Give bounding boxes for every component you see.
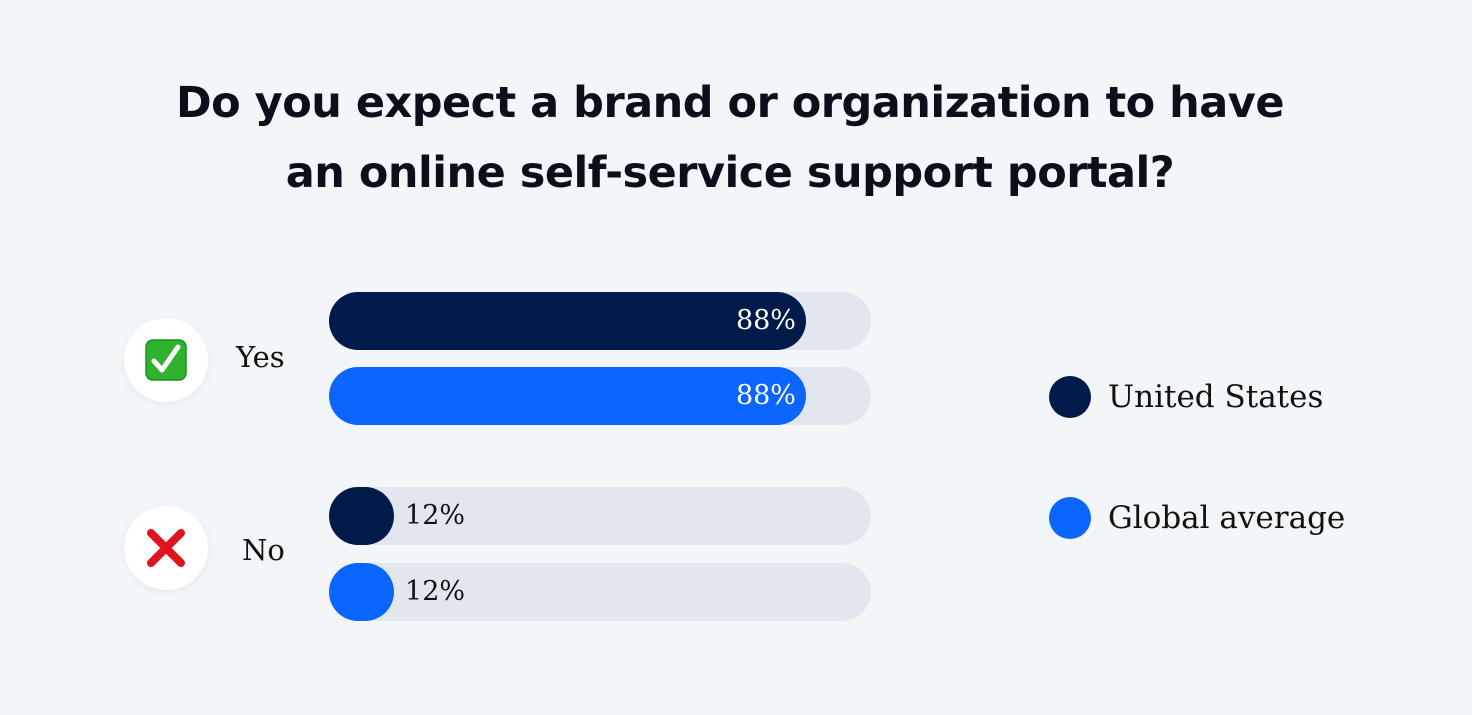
legend-label: United States	[1108, 379, 1324, 415]
bar	[329, 292, 806, 350]
data-label: 12%	[405, 500, 466, 531]
chart-title-line-1: Do you expect a brand or organization to…	[175, 78, 1285, 128]
chart-title-line-2: an online self-service support portal?	[285, 148, 1175, 198]
legend-item-global-average: Global average	[1049, 497, 1345, 539]
data-label: 88%	[735, 305, 796, 336]
yes-icon-badge	[124, 318, 208, 402]
legend-swatch-global-average	[1049, 497, 1091, 539]
bar-track-no-global-average: 12%	[329, 563, 871, 621]
legend-swatch-united-states	[1049, 376, 1091, 418]
legend-item-united-states: United States	[1049, 376, 1323, 418]
chart-title: Do you expect a brand or organization to…	[0, 68, 1460, 208]
bar	[329, 563, 395, 621]
bar-track-no-united-states: 12%	[329, 487, 871, 545]
data-label: 12%	[405, 576, 466, 607]
cross-mark-icon	[147, 529, 185, 567]
bar	[329, 367, 806, 425]
category-label-no: No	[242, 533, 285, 567]
data-label: 88%	[735, 380, 796, 411]
bar-track-yes-united-states: 88%	[329, 292, 871, 350]
check-mark-icon	[145, 339, 187, 381]
bar-track-yes-global-average: 88%	[329, 367, 871, 425]
category-label-yes: Yes	[236, 340, 285, 374]
no-icon-badge	[124, 506, 208, 590]
legend-label: Global average	[1108, 500, 1346, 536]
bar	[329, 487, 395, 545]
